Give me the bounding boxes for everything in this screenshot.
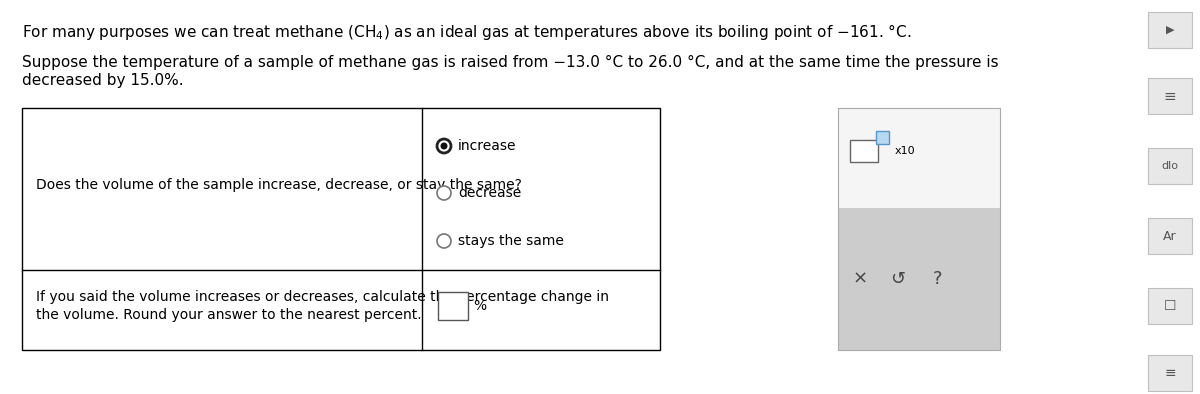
Text: stays the same: stays the same <box>458 234 564 248</box>
Circle shape <box>437 139 451 153</box>
Text: decrease: decrease <box>458 186 521 200</box>
Text: ×: × <box>852 270 868 288</box>
Text: ☐: ☐ <box>1164 299 1176 313</box>
Text: ?: ? <box>934 270 943 288</box>
Text: If you said the volume increases or decreases, calculate the percentage change i: If you said the volume increases or decr… <box>36 290 610 304</box>
Bar <box>838 108 1000 350</box>
Bar <box>838 108 1000 208</box>
Text: ≡: ≡ <box>1164 366 1176 380</box>
Circle shape <box>437 186 451 200</box>
Bar <box>22 108 660 350</box>
Circle shape <box>437 234 451 248</box>
Text: increase: increase <box>458 139 516 153</box>
Circle shape <box>440 143 448 149</box>
Bar <box>1148 12 1192 48</box>
Bar <box>1148 78 1192 114</box>
Text: Suppose the temperature of a sample of methane gas is raised from −13.0 °C to 26: Suppose the temperature of a sample of m… <box>22 55 998 70</box>
Text: %: % <box>473 299 486 313</box>
Text: ↺: ↺ <box>890 270 906 288</box>
Bar <box>1148 355 1192 391</box>
Text: the volume. Round your answer to the nearest percent.: the volume. Round your answer to the nea… <box>36 308 421 322</box>
Text: Does the volume of the sample increase, decrease, or stay the same?: Does the volume of the sample increase, … <box>36 178 522 192</box>
Text: x10: x10 <box>895 146 916 156</box>
Bar <box>1148 148 1192 184</box>
Text: dlo: dlo <box>1162 161 1178 171</box>
Bar <box>1148 288 1192 324</box>
Text: decreased by 15.0%.: decreased by 15.0%. <box>22 73 184 88</box>
Bar <box>838 208 1000 350</box>
Text: Ar: Ar <box>1163 229 1177 242</box>
Text: For many purposes we can treat methane $\left(\mathrm{CH_4}\right)$ as an ideal : For many purposes we can treat methane $… <box>22 22 912 42</box>
Bar <box>1148 218 1192 254</box>
Bar <box>438 292 468 320</box>
Text: ≡: ≡ <box>1164 89 1176 104</box>
Text: ▶: ▶ <box>1165 25 1175 35</box>
Bar <box>876 131 889 144</box>
Bar <box>850 140 878 162</box>
